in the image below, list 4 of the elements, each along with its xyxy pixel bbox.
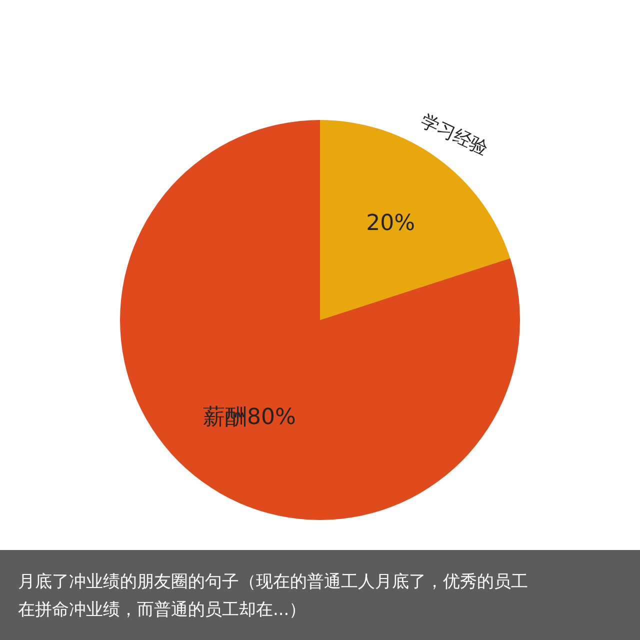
text: 月底了冲业绩的朋友圈的句子（现在的普通工人月底了，优秀的员工在拼命冲业绩，而普通的员工却在...） xyxy=(18,572,528,620)
data-label: 薪酬80% xyxy=(203,405,296,430)
slice-label: 学习经验 xyxy=(417,110,492,160)
data-label: 20% xyxy=(366,210,415,236)
